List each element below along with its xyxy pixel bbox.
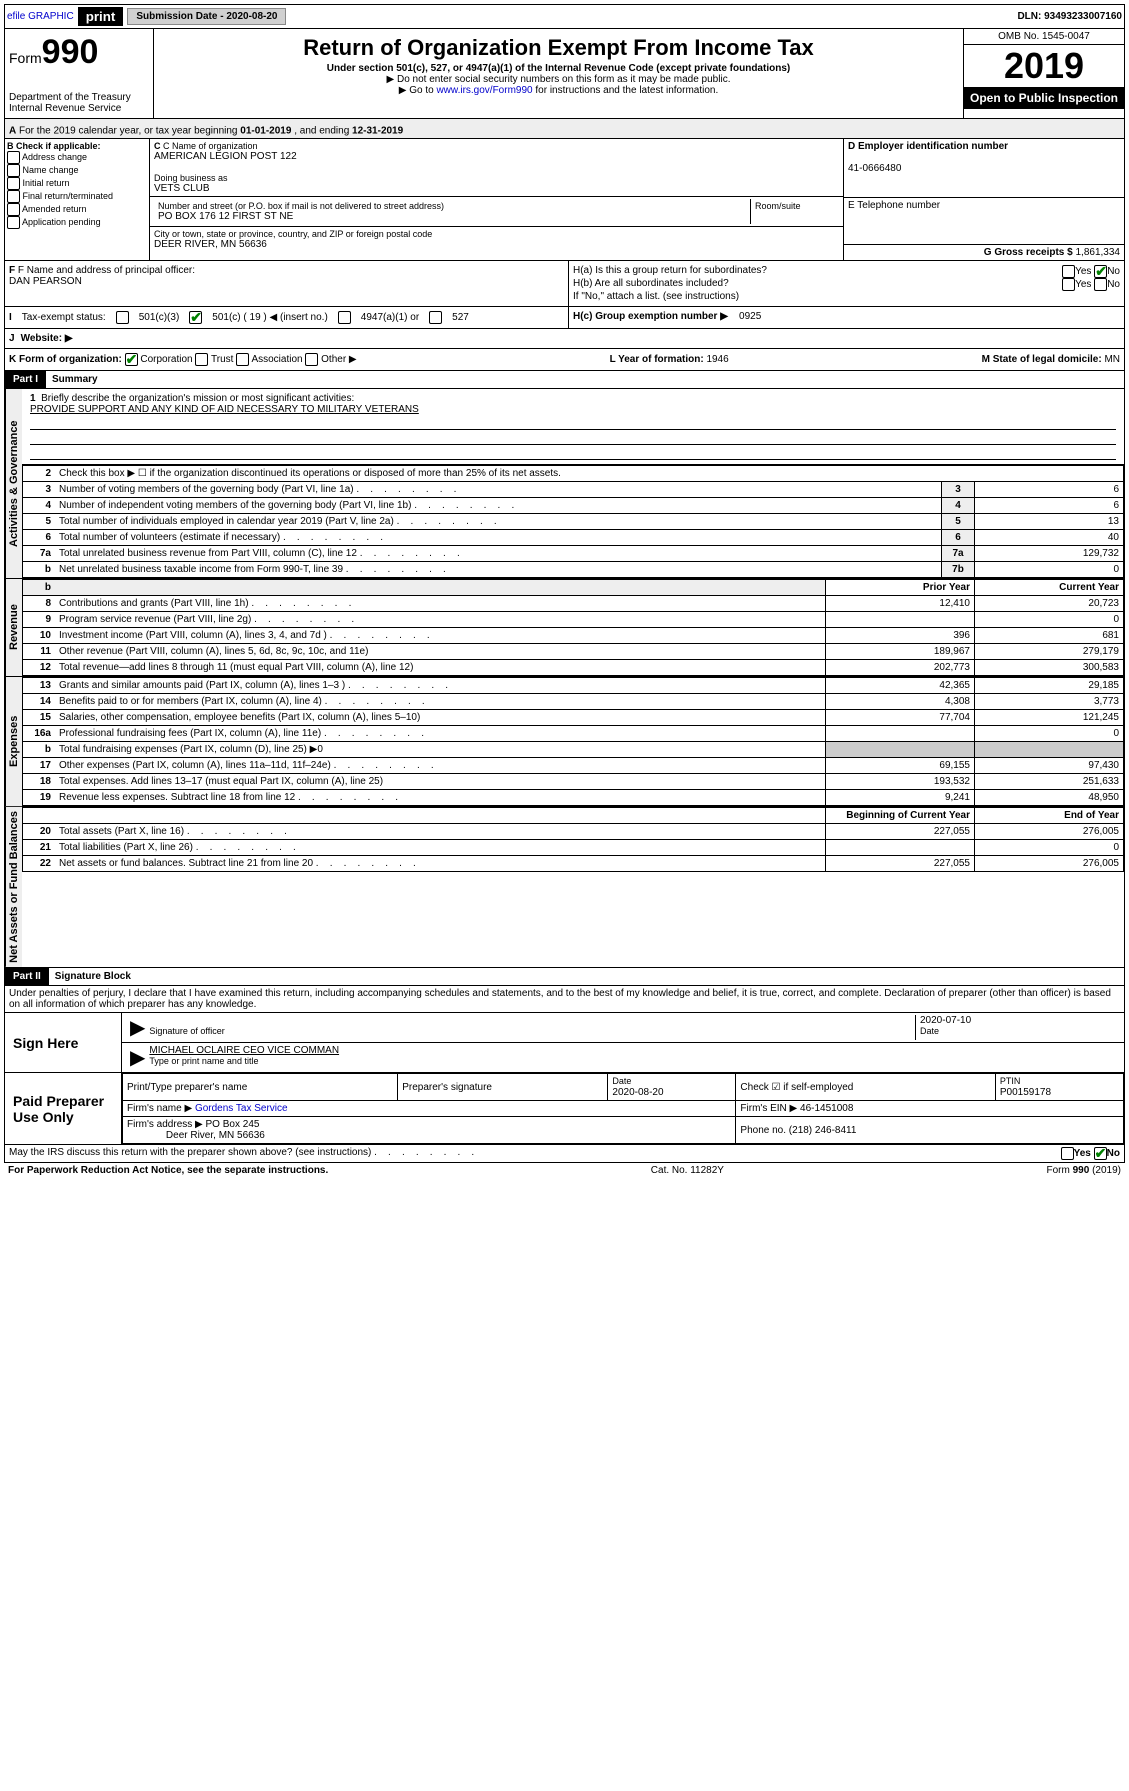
irs-link[interactable]: www.irs.gov/Form990 [436,85,532,96]
submission-date: Submission Date - 2020-08-20 [127,8,286,25]
tax-year-row: A For the 2019 calendar year, or tax yea… [4,119,1125,139]
paid-preparer-block: Paid Preparer Use Only Print/Type prepar… [4,1073,1125,1145]
expenses-table: 13Grants and similar amounts paid (Part … [22,677,1124,806]
revenue-section: Revenue bPrior YearCurrent Year 8Contrib… [4,579,1125,677]
row-k: K Form of organization: Corporation Trus… [4,349,1125,371]
part2-header: Part II Signature Block [4,968,1125,986]
org-info-block: B Check if applicable: Address change Na… [4,139,1125,261]
sign-here-block: Sign Here ▶ Signature of officer 2020-07… [4,1013,1125,1073]
label-expenses: Expenses [5,677,22,806]
label-activities: Activities & Governance [5,389,22,578]
part1-body: Activities & Governance 1 Briefly descri… [4,389,1125,579]
revenue-table: bPrior YearCurrent Year 8Contributions a… [22,579,1124,676]
part1-header: Part I Summary [4,371,1125,389]
header-title: Return of Organization Exempt From Incom… [154,29,963,118]
efile-link[interactable]: efile GRAPHIC [7,11,74,22]
form-header: Form990 Department of the Treasury Inter… [4,29,1125,119]
print-button[interactable]: print [78,7,124,26]
section-b: B Check if applicable: Address change Na… [5,139,150,260]
section-fh: F F Name and address of principal office… [4,261,1125,307]
expenses-section: Expenses 13Grants and similar amounts pa… [4,677,1125,807]
netassets-table: Beginning of Current YearEnd of Year 20T… [22,807,1124,872]
header-left: Form990 Department of the Treasury Inter… [5,29,154,118]
website-row: J Website: ▶ [4,329,1125,349]
section-de: D Employer identification number 41-0666… [844,139,1124,260]
activities-table: 2Check this box ▶ ☐ if the organization … [22,465,1124,578]
label-netassets: Net Assets or Fund Balances [5,807,22,967]
firm-link[interactable]: Gordens Tax Service [195,1103,288,1114]
header-right: OMB No. 1545-0047 2019 Open to Public In… [963,29,1124,118]
label-revenue: Revenue [5,579,22,676]
netassets-section: Net Assets or Fund Balances Beginning of… [4,807,1125,968]
tax-exempt-row: I Tax-exempt status: 501(c)(3) 501(c) ( … [4,307,1125,329]
dln: DLN: 93493233007160 [1017,11,1122,22]
section-c: C C Name of organization AMERICAN LEGION… [150,139,844,260]
footer: For Paperwork Reduction Act Notice, see … [4,1163,1125,1178]
may-irs-row: May the IRS discuss this return with the… [4,1145,1125,1163]
top-bar: efile GRAPHIC print Submission Date - 20… [4,4,1125,29]
perjury-text: Under penalties of perjury, I declare th… [4,986,1125,1013]
arrow-icon: ▶ [126,1015,149,1040]
arrow-icon: ▶ [126,1045,149,1070]
